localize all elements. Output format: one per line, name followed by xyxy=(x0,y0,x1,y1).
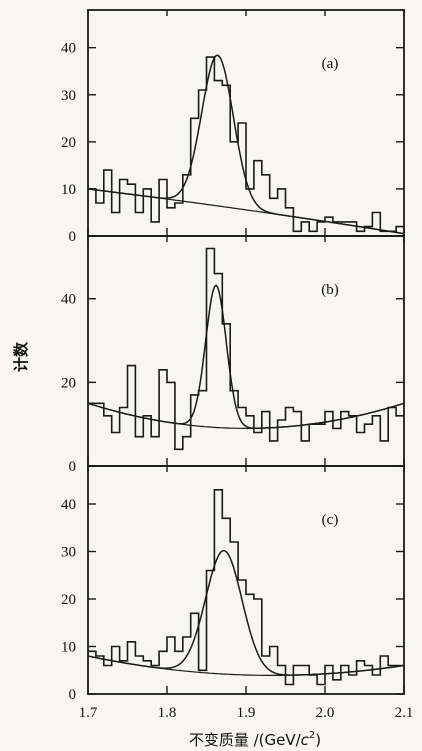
y-tick-label: 30 xyxy=(61,88,76,104)
y-tick-label: 20 xyxy=(61,135,76,151)
x-axis-title-unit-c: c xyxy=(301,731,310,749)
y-tick-label: 40 xyxy=(61,41,76,57)
y-tick-label: 40 xyxy=(61,292,76,308)
y-tick-label: 30 xyxy=(61,545,76,561)
panel-2: 0 20 40 (b) xyxy=(61,235,405,475)
x-tick-label: 1.9 xyxy=(237,705,256,721)
y-tick-label: 10 xyxy=(61,182,76,198)
y-tick-label: 40 xyxy=(61,497,76,513)
x-tick-label: 2.1 xyxy=(395,705,414,721)
y-axis-title: 计数 xyxy=(12,341,30,372)
signal-fit-curve-3 xyxy=(87,549,405,676)
y-tick-label: 20 xyxy=(61,375,76,391)
x-axis-title-unit-exp: 2 xyxy=(309,730,315,741)
y-tick-label: 20 xyxy=(61,592,76,608)
panel-1: 0 10 20 30 40 (a) xyxy=(61,9,405,245)
signal-fit-curve-2 xyxy=(87,284,405,429)
histogram-series-2 xyxy=(88,247,404,451)
y-tick-label: 10 xyxy=(61,640,76,656)
x-tick-label: 2.0 xyxy=(316,705,335,721)
panel-label: (c) xyxy=(322,512,339,528)
x-axis-title-close: ) xyxy=(315,731,321,749)
y-tick-label: 0 xyxy=(69,229,77,245)
x-axis-title: 不变质量 /(GeV/c2) xyxy=(189,730,321,749)
x-axis-title-text: 不变质量 /(GeV/ xyxy=(189,731,302,749)
histogram-series-3 xyxy=(88,489,404,686)
y-tick-label: 0 xyxy=(69,459,77,475)
signal-fit-curve-1 xyxy=(87,54,405,235)
x-tick-label: 1.8 xyxy=(158,705,177,721)
panel-label: (a) xyxy=(322,56,339,72)
x-tick-labels: 1.7 1.8 1.9 2.0 2.1 xyxy=(79,705,414,721)
histogram-series-1 xyxy=(88,56,404,233)
panel-3: 0 10 20 30 40 (c) xyxy=(61,465,405,703)
x-tick-label: 1.7 xyxy=(79,705,98,721)
y-tick-label: 0 xyxy=(69,687,77,703)
panel-label: (b) xyxy=(321,282,339,298)
